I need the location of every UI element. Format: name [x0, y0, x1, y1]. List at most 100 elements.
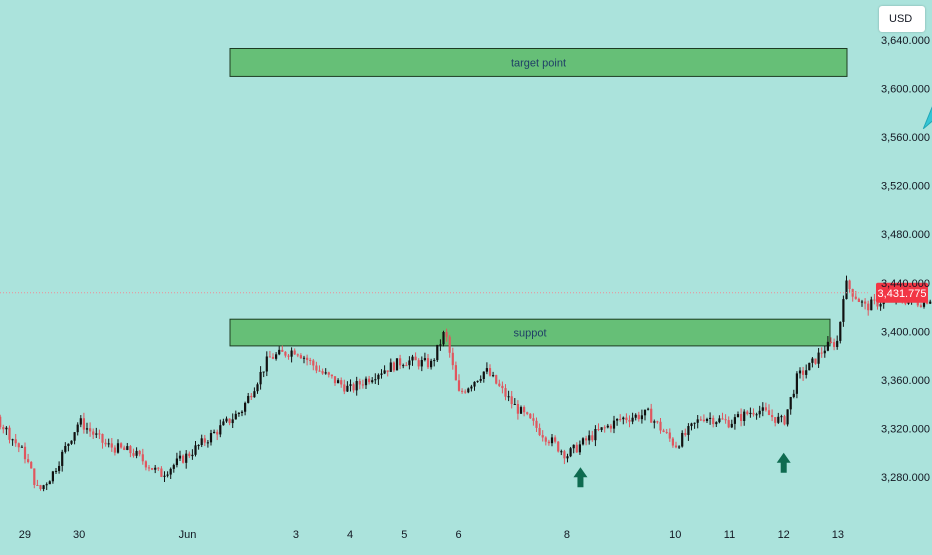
candle-body: [361, 384, 364, 386]
candle-body: [237, 412, 240, 414]
candle-body: [315, 365, 318, 371]
candle-body: [826, 341, 829, 351]
candle-body: [594, 428, 597, 441]
candle-body: [876, 299, 879, 307]
candle-body: [749, 412, 752, 415]
candle-body: [845, 280, 848, 300]
currency-selector[interactable]: USD: [879, 6, 925, 32]
candle-body: [2, 427, 5, 430]
zone-rect[interactable]: [229, 318, 831, 347]
candle-body: [504, 388, 507, 397]
candle-body: [461, 390, 464, 392]
candle-body: [395, 358, 399, 371]
candle-body: [82, 418, 85, 430]
candle-body: [188, 453, 191, 457]
x-tick-label: 5: [401, 529, 407, 541]
candle-body: [135, 450, 138, 456]
candle-body: [743, 411, 746, 422]
candle-body: [234, 413, 237, 420]
candle-body: [157, 467, 160, 469]
candle-body: [290, 350, 293, 357]
candle-body: [488, 368, 492, 376]
candle-body: [625, 417, 628, 421]
candle-body: [48, 481, 51, 485]
candle-body: [870, 299, 873, 311]
candle-body: [643, 409, 647, 416]
candle-body: [817, 352, 820, 364]
y-tick-label: 3,600.000: [881, 84, 930, 96]
candle-body: [730, 423, 733, 428]
candle-body: [405, 365, 408, 367]
candle-body: [110, 443, 113, 448]
candle-body: [690, 423, 693, 427]
candle-body: [544, 437, 547, 442]
candle-body: [712, 417, 715, 425]
candle-body: [166, 474, 169, 476]
candle-body: [510, 396, 513, 405]
candle-body: [526, 412, 529, 414]
candle-body: [808, 362, 811, 371]
candle-body: [206, 442, 209, 444]
candle-body: [402, 365, 405, 367]
y-tick-label: 3,560.000: [881, 132, 930, 144]
candle-body: [541, 435, 544, 438]
price-axis[interactable]: [868, 0, 932, 550]
candle-body: [113, 447, 116, 453]
y-tick-label: 3,400.000: [881, 326, 930, 338]
zone-label: suppot: [513, 328, 546, 340]
candle-body: [560, 451, 563, 453]
candle-body: [120, 443, 123, 448]
candle-body: [476, 380, 479, 382]
candle-body: [715, 422, 718, 425]
candle-body: [27, 459, 30, 462]
x-tick-label: 8: [564, 529, 570, 541]
candle-body: [705, 418, 709, 421]
candle-body: [774, 417, 777, 423]
x-tick-label: 13: [832, 529, 844, 541]
candle-body: [433, 360, 436, 362]
x-tick-label: 10: [669, 529, 681, 541]
candle-body: [709, 417, 712, 419]
candle-body: [501, 385, 504, 389]
candle-body: [684, 432, 687, 435]
candle-body: [368, 378, 371, 383]
candle-body: [95, 433, 98, 435]
candle-body: [653, 421, 656, 423]
candle-body: [337, 380, 340, 384]
candle-body: [519, 407, 523, 414]
candle-body: [662, 430, 665, 432]
candle-body: [271, 356, 275, 359]
candle-body: [538, 427, 541, 436]
candle-body: [98, 433, 101, 435]
candle-body: [758, 410, 761, 415]
candle-body: [169, 468, 172, 475]
candle-body: [516, 403, 519, 414]
candle-body: [17, 443, 20, 448]
candle-body: [550, 437, 554, 444]
time-axis[interactable]: [0, 519, 868, 550]
candle-body: [848, 280, 851, 290]
y-tick-label: 3,320.000: [881, 423, 930, 435]
candle-body: [464, 391, 467, 393]
candle-body: [296, 354, 299, 356]
candle-body: [572, 444, 575, 449]
candle-body: [470, 386, 473, 389]
candle-body: [14, 439, 17, 444]
candle-body: [247, 395, 250, 403]
x-tick-label: 12: [778, 529, 790, 541]
candle-body: [423, 358, 426, 360]
candle-body: [566, 456, 569, 459]
candle-body: [262, 371, 265, 373]
candle-body: [250, 395, 253, 398]
candle-body: [182, 455, 185, 463]
candle-body: [64, 445, 67, 452]
zone-rect[interactable]: [229, 47, 848, 77]
candle-body: [197, 445, 200, 447]
candle-body: [547, 441, 550, 444]
candle-body: [92, 431, 95, 435]
candle-body: [873, 299, 876, 301]
candle-body: [439, 344, 442, 346]
candle-body: [240, 411, 244, 413]
